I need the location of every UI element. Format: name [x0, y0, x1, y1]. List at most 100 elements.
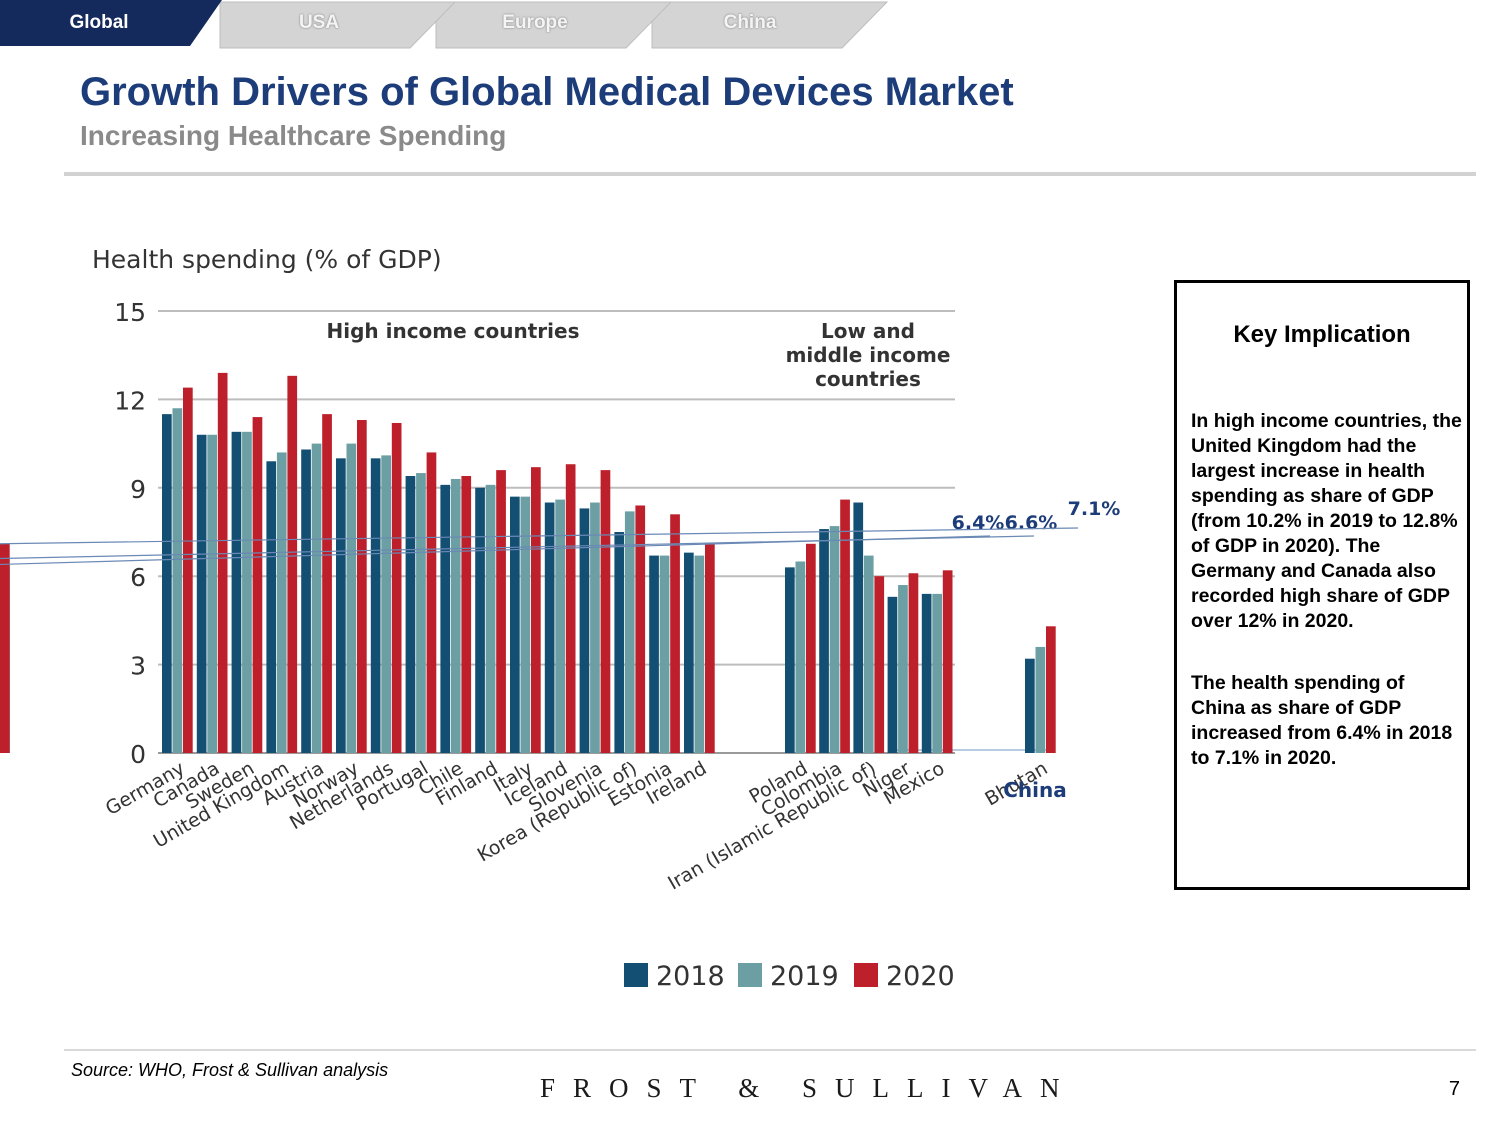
footer-divider	[64, 1049, 1476, 1051]
bar-2020	[874, 576, 885, 753]
bar-2019	[346, 443, 357, 753]
bar-2018	[649, 555, 659, 753]
bars	[0, 372, 1056, 753]
key-implication-box: Key Implication In high income countries…	[1174, 280, 1470, 890]
bar-2020	[840, 499, 850, 753]
bar-2018	[579, 508, 590, 753]
legend-label-2019: 2019	[770, 961, 839, 992]
tab-china[interactable]: China	[723, 12, 777, 33]
bar-2019	[1035, 646, 1046, 753]
tab-global[interactable]: Global	[69, 12, 129, 33]
bar-2020	[0, 543, 10, 753]
region-tab-bar: Global USA Europe China	[0, 0, 1500, 52]
bar-2020	[391, 422, 402, 753]
annotation-label: 7.1%	[1068, 498, 1121, 520]
bar-2019	[416, 473, 426, 753]
bar-2018	[544, 502, 555, 753]
bar-2019	[520, 496, 531, 753]
annotation-leader	[0, 527, 1079, 545]
bar-2019	[207, 434, 217, 753]
bar-2020	[217, 372, 228, 753]
brand-logo: FROST & SULLIVAN	[540, 1073, 1078, 1103]
source-note: Source: WHO, Frost & Sullivan analysis	[71, 1060, 389, 1080]
bar-2019	[624, 511, 635, 753]
bar-2018	[336, 458, 346, 753]
legend-label-2020: 2020	[886, 961, 955, 992]
bar-2018	[785, 567, 795, 753]
bar-2018	[440, 484, 451, 753]
title-divider	[64, 172, 1476, 176]
bar-2018	[196, 434, 207, 753]
tab-usa[interactable]: USA	[298, 12, 340, 33]
group-label-high-income: High income countries	[327, 319, 580, 343]
bar-2019	[311, 443, 322, 753]
bar-2019	[555, 499, 565, 753]
y-tick-label: 9	[130, 475, 146, 504]
bar-2020	[705, 543, 715, 753]
legend-swatch-2019	[738, 963, 762, 987]
bar-2018	[1025, 658, 1035, 753]
bar-2019	[381, 455, 391, 753]
bar-2019	[829, 526, 840, 753]
bar-2020	[908, 573, 919, 753]
key-implication-paragraph-1: In high income countries, the United Kin…	[1191, 410, 1462, 632]
page-number: 7	[1448, 1078, 1460, 1100]
bar-2019	[863, 555, 874, 753]
y-tick-label: 15	[114, 298, 146, 327]
bar-2018	[266, 461, 277, 753]
legend-swatch-2020	[854, 963, 878, 987]
tab-shapes	[0, 0, 889, 49]
bar-2019	[795, 561, 806, 753]
bar-2019	[659, 555, 670, 753]
bar-2020	[942, 570, 953, 753]
bar-2020	[1046, 626, 1056, 753]
bar-2019	[276, 452, 287, 753]
chart-title: Health spending (% of GDP)	[92, 245, 442, 274]
bar-2020	[322, 414, 332, 753]
bar-2020	[287, 375, 298, 753]
bar-2019	[485, 484, 496, 753]
bar-2018	[475, 487, 485, 753]
bar-2018	[162, 414, 172, 753]
bar-2020	[670, 514, 680, 753]
bar-2020	[252, 417, 263, 753]
key-implication-title: Key Implication	[1233, 321, 1411, 348]
bar-2020	[461, 476, 472, 753]
y-tick-label: 0	[130, 740, 146, 769]
y-axis-ticks: 0 3 6 9 12 15	[114, 298, 146, 769]
bar-2019	[694, 555, 705, 753]
bar-2020	[183, 387, 193, 753]
y-tick-label: 3	[130, 652, 146, 681]
bar-2020	[635, 505, 646, 753]
chart-legend: 2018 2019 2020	[624, 961, 955, 992]
bar-2018	[405, 476, 416, 753]
health-spending-chart: Health spending (% of GDP) 0 3 6 9 12 15 High…	[0, 245, 1121, 992]
tab-europe[interactable]: Europe	[502, 12, 568, 33]
bar-2020	[600, 470, 611, 753]
group-labels: High income countries Low and middle incom…	[327, 319, 951, 391]
bar-2018	[614, 532, 625, 753]
x-label-china: China	[1003, 778, 1067, 802]
bar-2020	[806, 543, 816, 753]
bar-2018	[684, 552, 694, 753]
key-implication-paragraph-2: The health spending of China as share of…	[1191, 672, 1453, 769]
page-subtitle: Increasing Healthcare Spending	[80, 120, 507, 151]
annotation-label: 6.6%	[1005, 512, 1058, 534]
y-tick-label: 12	[114, 386, 146, 415]
bar-2018	[301, 449, 311, 753]
bar-2018	[819, 529, 829, 753]
bar-2020	[496, 470, 506, 753]
legend-swatch-2018	[624, 963, 648, 987]
annotation-leader	[0, 535, 1035, 560]
bar-2020	[357, 420, 367, 753]
bar-2018	[510, 496, 520, 753]
bar-2019	[898, 585, 908, 753]
page-title: Growth Drivers of Global Medical Devices…	[80, 70, 1014, 114]
bar-2018	[887, 596, 898, 753]
group-label-low-middle-income: Low and middle income countries	[786, 319, 951, 391]
bar-2019	[932, 593, 942, 753]
china-annotations: 6.4% 6.6% 7.1%	[0, 498, 1121, 566]
bar-2018	[231, 431, 242, 753]
bar-2020	[426, 452, 437, 753]
